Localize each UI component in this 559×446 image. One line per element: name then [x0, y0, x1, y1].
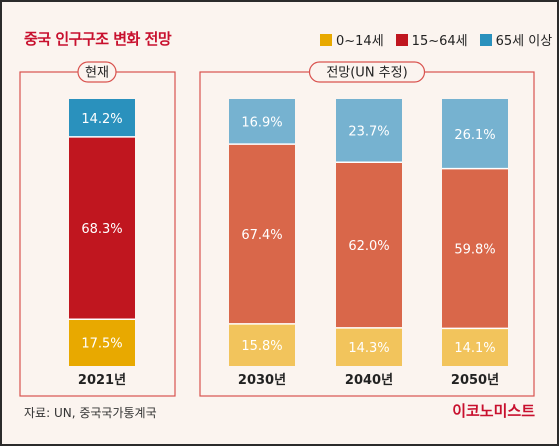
- legend-swatch-0-14: [320, 33, 332, 46]
- category-label-2050년: 2050년: [451, 373, 499, 388]
- data-label-2030년-1: 67.4%: [241, 228, 282, 243]
- legend-label-15-64: 15~64세: [411, 34, 468, 49]
- data-label-2050년-0: 14.1%: [454, 341, 495, 356]
- chart-title: 중국 인구구조 변화 전망: [24, 30, 172, 48]
- source-note: 자료: UN, 중국국가통계국: [24, 406, 157, 420]
- bar-segment-2030년-0: [229, 323, 295, 366]
- bar-segment-2030년-2: [229, 99, 295, 145]
- publisher-logo: 이코노미스트: [452, 402, 535, 420]
- bar-segment-2040년-1: [336, 162, 402, 328]
- legend-label-0-14: 0~14세: [336, 34, 384, 49]
- bar-segment-2021년-1: [69, 136, 135, 320]
- legend: 0~14세 15~64세 65세 이상: [320, 30, 552, 49]
- bar-segment-2021년-0: [69, 319, 135, 366]
- panel-label-pill-1: [308, 61, 426, 83]
- bar-segment-2050년-0: [442, 328, 508, 366]
- legend-label-65-plus: 65세 이상: [495, 34, 553, 49]
- data-label-2021년-2: 14.2%: [81, 112, 122, 127]
- panel-label-0: 현재: [85, 66, 109, 81]
- legend-item-15-64: 15~64세: [395, 30, 468, 49]
- bar-segment-2050년-2: [442, 99, 508, 169]
- data-label-2030년-2: 16.9%: [241, 116, 282, 131]
- category-label-2021년: 2021년: [78, 373, 126, 388]
- category-label-2030년: 2030년: [238, 373, 286, 388]
- data-label-2030년-0: 15.8%: [241, 339, 282, 354]
- bar-segment-2040년-2: [336, 99, 402, 163]
- legend-item-65-plus: 65세 이상: [479, 30, 553, 49]
- data-label-2040년-2: 23.7%: [348, 125, 389, 140]
- panel-label-1: 전망(UN 추정): [326, 66, 407, 81]
- data-label-2050년-2: 26.1%: [454, 128, 495, 143]
- bar-segment-2050년-1: [442, 168, 508, 329]
- bar-segment-2040년-0: [336, 327, 402, 366]
- data-label-2021년-0: 17.5%: [81, 337, 122, 352]
- data-label-2021년-1: 68.3%: [81, 222, 122, 237]
- panel-label-pill-0: [77, 61, 117, 83]
- bar-segment-2030년-1: [229, 144, 295, 324]
- bar-segment-2021년-2: [69, 99, 135, 137]
- data-label-2040년-1: 62.0%: [348, 239, 389, 254]
- category-label-2040년: 2040년: [345, 373, 393, 388]
- legend-swatch-15-64: [395, 33, 408, 46]
- legend-item-0-14: 0~14세: [320, 30, 384, 49]
- legend-swatch-65-plus: [479, 33, 492, 46]
- data-label-2050년-1: 59.8%: [454, 243, 495, 258]
- data-label-2040년-0: 14.3%: [348, 341, 389, 356]
